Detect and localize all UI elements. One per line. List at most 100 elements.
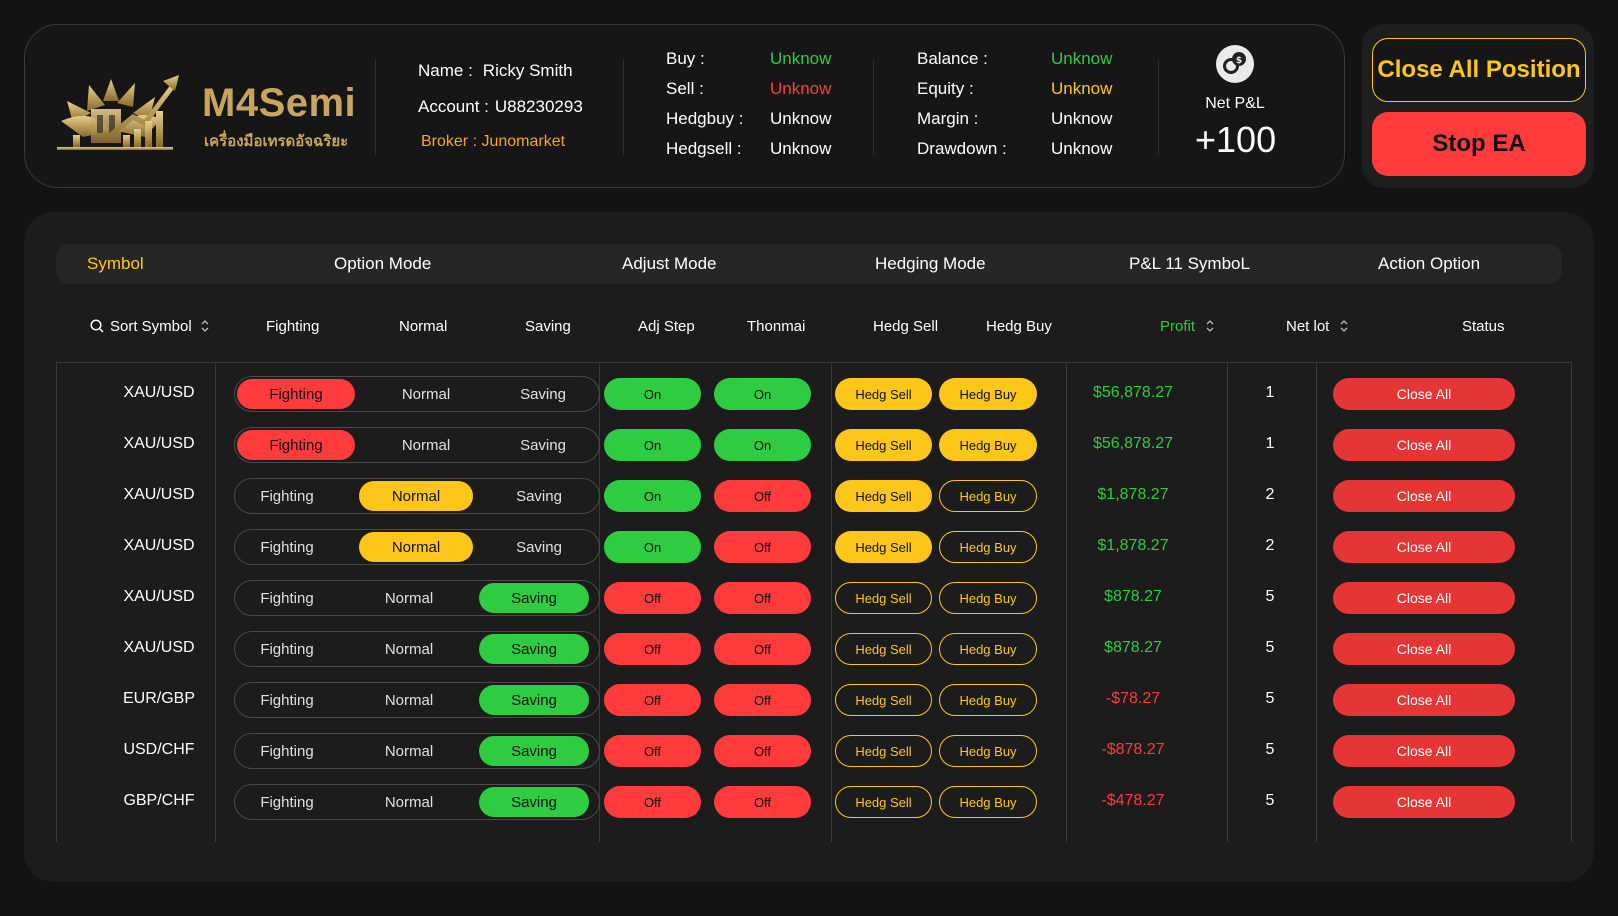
- thonmai-toggle[interactable]: Off: [714, 735, 811, 767]
- hedg-buy-button[interactable]: Hedg Buy: [939, 378, 1037, 410]
- option-mode-selector[interactable]: Fighting Normal Saving: [234, 733, 600, 769]
- close-all-button[interactable]: Close All: [1333, 633, 1515, 665]
- adj-step-toggle[interactable]: Off: [604, 684, 701, 716]
- hedg-sell-button[interactable]: Hedg Sell: [835, 582, 932, 614]
- mode-option-saving[interactable]: Saving: [520, 385, 566, 403]
- hedg-sell-button[interactable]: Hedg Sell: [835, 531, 932, 563]
- thonmai-toggle[interactable]: On: [714, 429, 811, 461]
- close-all-button[interactable]: Close All: [1333, 531, 1515, 563]
- hedg-buy-button[interactable]: Hedg Buy: [939, 633, 1037, 665]
- mode-option-normal[interactable]: Normal: [359, 481, 473, 511]
- option-mode-selector[interactable]: Fighting Normal Saving: [234, 529, 600, 565]
- broker-name: Broker : Junomarket: [421, 133, 566, 150]
- mode-option-saving[interactable]: Saving: [516, 487, 562, 505]
- hedg-sell-button[interactable]: Hedg Sell: [835, 429, 932, 461]
- mode-option-normal[interactable]: Normal: [359, 532, 473, 562]
- header-option-mode: Option Mode: [334, 254, 432, 273]
- mode-option-saving[interactable]: Saving: [479, 685, 589, 715]
- hedg-buy-button[interactable]: Hedg Buy: [939, 786, 1037, 818]
- mode-option-normal[interactable]: Normal: [401, 385, 451, 403]
- adj-step-toggle[interactable]: On: [604, 531, 701, 563]
- option-mode-selector[interactable]: Fighting Normal Saving: [234, 427, 600, 463]
- mode-option-normal[interactable]: Normal: [384, 742, 434, 760]
- thonmai-toggle[interactable]: On: [714, 378, 811, 410]
- mode-option-fighting[interactable]: Fighting: [260, 640, 314, 658]
- adj-step-toggle[interactable]: On: [604, 429, 701, 461]
- option-mode-selector[interactable]: Fighting Normal Saving: [234, 784, 600, 820]
- sort-arrows-icon[interactable]: [1339, 318, 1349, 334]
- hedg-buy-button[interactable]: Hedg Buy: [939, 684, 1037, 716]
- adj-step-toggle[interactable]: Off: [604, 786, 701, 818]
- col-profit[interactable]: Profit: [1160, 318, 1215, 335]
- stop-ea-button[interactable]: Stop EA: [1372, 112, 1586, 176]
- close-all-button[interactable]: Close All: [1333, 378, 1515, 410]
- mode-option-fighting[interactable]: Fighting: [260, 742, 314, 760]
- mode-option-saving[interactable]: Saving: [479, 736, 589, 766]
- option-mode-selector[interactable]: Fighting Normal Saving: [234, 682, 600, 718]
- hedg-buy-button[interactable]: Hedg Buy: [939, 429, 1037, 461]
- sort-arrows-icon[interactable]: [200, 318, 210, 334]
- mode-option-fighting[interactable]: Fighting: [260, 589, 314, 607]
- close-all-position-button[interactable]: Close All Position: [1372, 38, 1586, 102]
- hedg-sell-button[interactable]: Hedg Sell: [835, 480, 932, 512]
- thonmai-toggle[interactable]: Off: [714, 684, 811, 716]
- mode-option-normal[interactable]: Normal: [384, 691, 434, 709]
- hedg-sell-button[interactable]: Hedg Sell: [835, 786, 932, 818]
- option-mode-selector[interactable]: Fighting Normal Saving: [234, 631, 600, 667]
- option-mode-selector[interactable]: Fighting Normal Saving: [234, 478, 600, 514]
- hedg-buy-button[interactable]: Hedg Buy: [939, 531, 1037, 563]
- adj-step-toggle[interactable]: Off: [604, 633, 701, 665]
- adj-step-toggle[interactable]: Off: [604, 735, 701, 767]
- option-mode-selector[interactable]: Fighting Normal Saving: [234, 376, 600, 412]
- thonmai-toggle[interactable]: Off: [714, 480, 811, 512]
- thonmai-toggle[interactable]: Off: [714, 531, 811, 563]
- close-all-button[interactable]: Close All: [1333, 684, 1515, 716]
- hedg-sell-button[interactable]: Hedg Sell: [835, 735, 932, 767]
- mode-option-fighting[interactable]: Fighting: [260, 691, 314, 709]
- close-all-button[interactable]: Close All: [1333, 480, 1515, 512]
- mode-option-normal[interactable]: Normal: [401, 436, 451, 454]
- sort-symbol-control[interactable]: Sort Symbol: [90, 318, 210, 335]
- mode-option-saving[interactable]: Saving: [479, 787, 589, 817]
- close-all-button[interactable]: Close All: [1333, 735, 1515, 767]
- adj-step-toggle[interactable]: On: [604, 378, 701, 410]
- col-adj-step: Adj Step: [638, 318, 695, 335]
- mode-option-normal[interactable]: Normal: [384, 640, 434, 658]
- col-net-lot[interactable]: Net lot: [1286, 318, 1349, 335]
- adj-step-toggle[interactable]: On: [604, 480, 701, 512]
- balance-label: Balance :: [917, 49, 988, 68]
- divider: [873, 59, 874, 155]
- buy-label: Buy :: [666, 49, 705, 68]
- thonmai-toggle[interactable]: Off: [714, 633, 811, 665]
- mode-option-saving[interactable]: Saving: [479, 634, 589, 664]
- column-divider: [1227, 362, 1228, 842]
- sort-arrows-icon[interactable]: [1205, 318, 1215, 334]
- adj-step-toggle[interactable]: Off: [604, 582, 701, 614]
- row-profit: $878.27: [1104, 639, 1162, 656]
- hedg-buy-button[interactable]: Hedg Buy: [939, 735, 1037, 767]
- close-all-button[interactable]: Close All: [1333, 429, 1515, 461]
- hedg-sell-button[interactable]: Hedg Sell: [835, 684, 932, 716]
- mode-option-saving[interactable]: Saving: [479, 583, 589, 613]
- header-adjust-mode: Adjust Mode: [622, 254, 717, 273]
- mode-option-saving[interactable]: Saving: [520, 436, 566, 454]
- close-all-button[interactable]: Close All: [1333, 582, 1515, 614]
- option-mode-selector[interactable]: Fighting Normal Saving: [234, 580, 600, 616]
- hedg-buy-button[interactable]: Hedg Buy: [939, 582, 1037, 614]
- mode-option-fighting[interactable]: Fighting: [260, 793, 314, 811]
- mode-option-fighting[interactable]: Fighting: [260, 487, 314, 505]
- hedg-sell-button[interactable]: Hedg Sell: [835, 633, 932, 665]
- mode-option-fighting[interactable]: Fighting: [237, 430, 355, 460]
- thonmai-toggle[interactable]: Off: [714, 786, 811, 818]
- hedg-buy-button[interactable]: Hedg Buy: [939, 480, 1037, 512]
- hedg-sell-button[interactable]: Hedg Sell: [835, 378, 932, 410]
- mode-option-saving[interactable]: Saving: [516, 538, 562, 556]
- mode-option-fighting[interactable]: Fighting: [237, 379, 355, 409]
- thonmai-toggle[interactable]: Off: [714, 582, 811, 614]
- mode-option-normal[interactable]: Normal: [384, 793, 434, 811]
- divider: [1158, 59, 1159, 155]
- close-all-button[interactable]: Close All: [1333, 786, 1515, 818]
- row-profit: $1,878.27: [1097, 486, 1169, 503]
- mode-option-fighting[interactable]: Fighting: [260, 538, 314, 556]
- mode-option-normal[interactable]: Normal: [384, 589, 434, 607]
